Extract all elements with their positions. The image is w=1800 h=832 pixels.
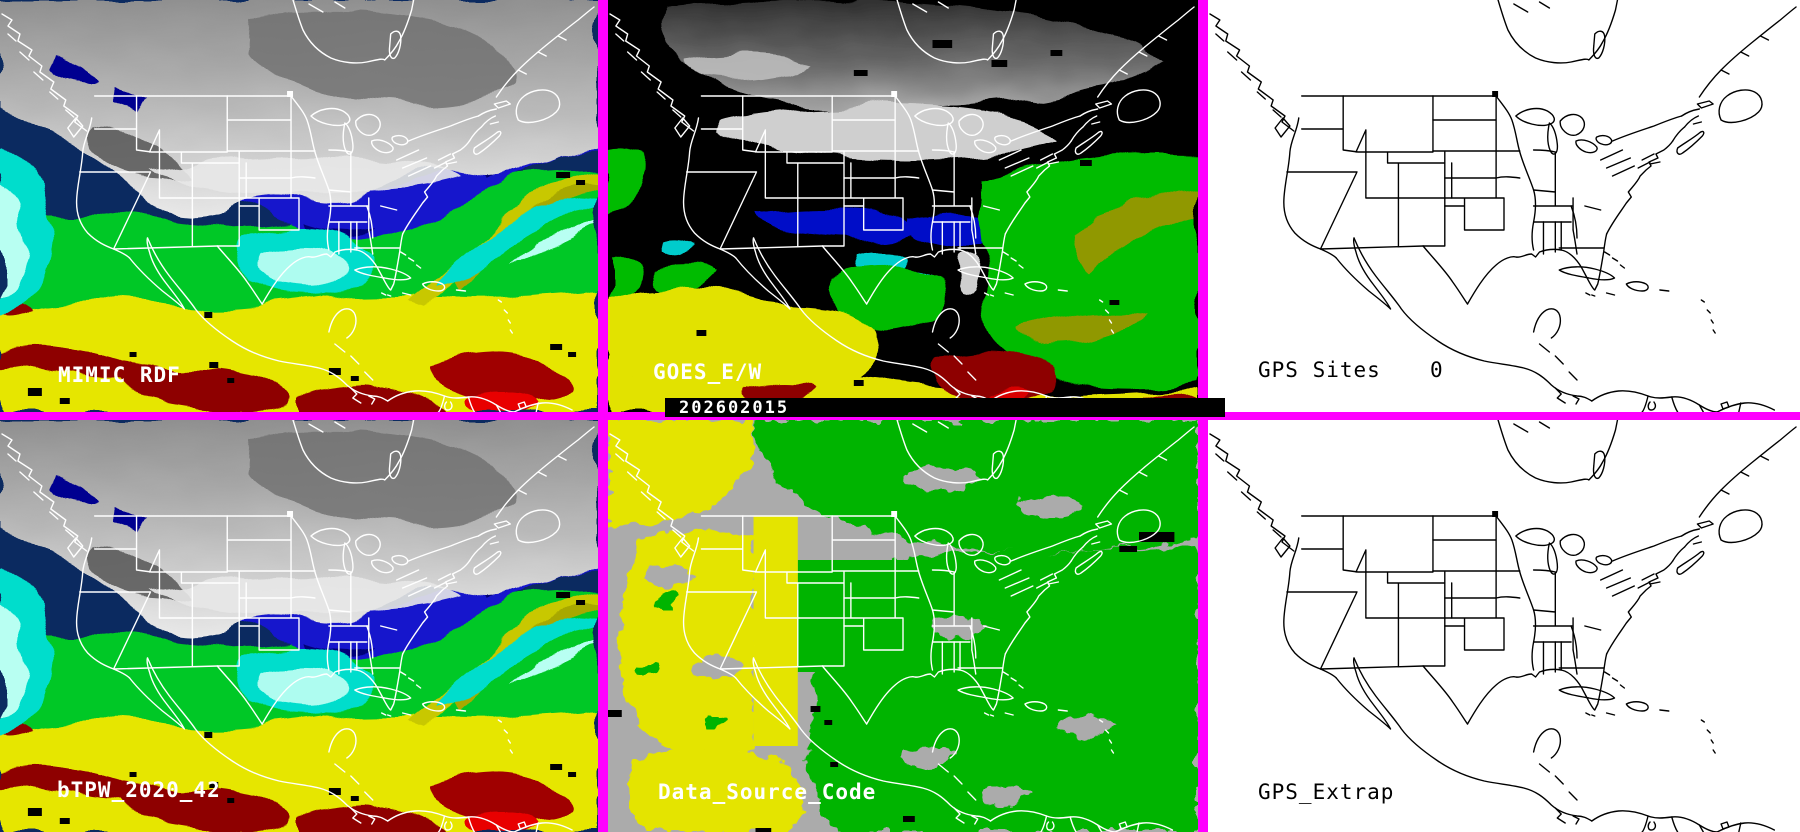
goes-composite-image [608, 0, 1198, 412]
panel-mimic-rdf: MIMIC RDF [0, 0, 598, 412]
panel-goes-ew: GOES_E/W [608, 0, 1198, 412]
map-outline [1209, 0, 1797, 412]
panel-label-btpw: bTPW_2020_42 [57, 778, 221, 802]
map-outline [1209, 420, 1797, 832]
panel-label-gps-extrap: GPS_Extrap [1258, 780, 1395, 804]
timestamp-text: 202602015 [679, 397, 790, 418]
panel-btpw: bTPW_2020_42 [0, 420, 598, 832]
panel-label-data-source-code: Data_Source_Code [658, 780, 877, 804]
panel-label-goes-ew: GOES_E/W [653, 360, 763, 384]
panel-gps-extrap: GPS_Extrap [1208, 420, 1800, 832]
panel-gps-sites: GPS Sites 0 [1208, 0, 1800, 412]
timestamp-bar: 202602015 [665, 397, 1225, 418]
btpw-tpw-image [0, 420, 598, 832]
data-source-code-image [608, 420, 1198, 832]
panel-label-gps-sites: GPS Sites [1258, 358, 1381, 382]
gps-sites-count: 0 [1430, 358, 1444, 382]
panel-data-source-code: Data_Source_Code [608, 420, 1198, 832]
panel-label-mimic-rdf: MIMIC RDF [58, 363, 181, 387]
mimic-rdf-tpw-image [0, 0, 598, 412]
